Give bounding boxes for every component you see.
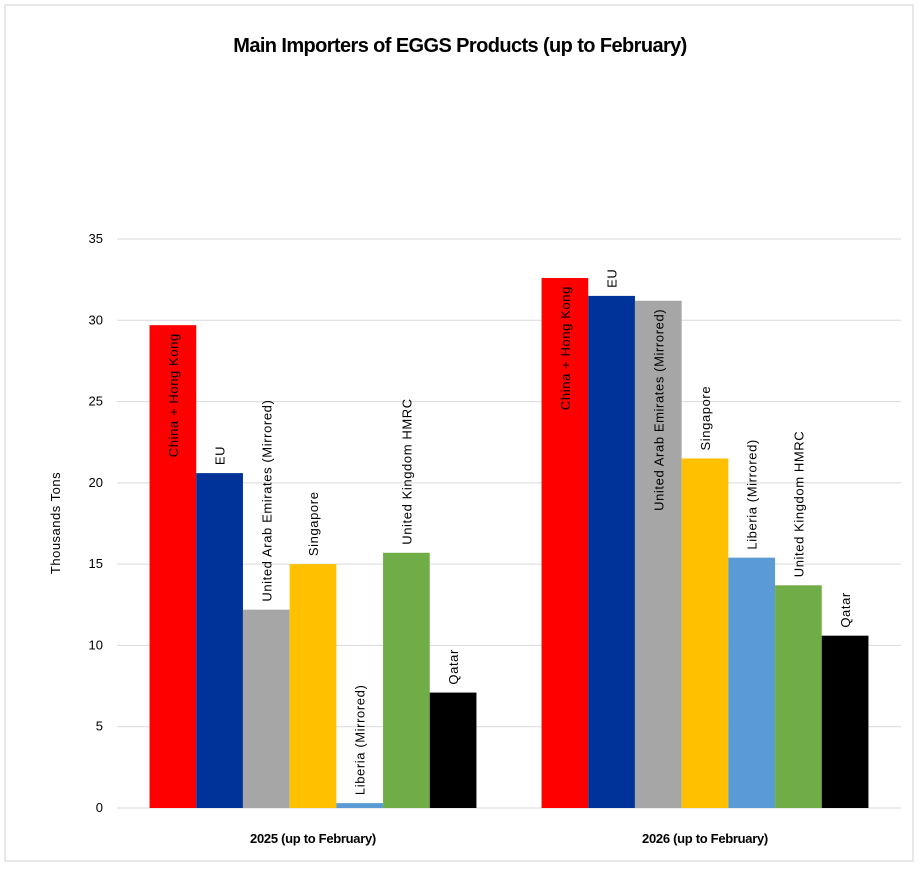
bar-label: Singapore bbox=[698, 386, 713, 451]
y-tick-label: 0 bbox=[96, 800, 103, 815]
bar bbox=[588, 295, 635, 808]
bar bbox=[634, 300, 682, 808]
bar bbox=[728, 557, 776, 808]
y-tick-label: 5 bbox=[96, 719, 103, 734]
chart-title: Main Importers of EGGS Products (up to F… bbox=[233, 35, 686, 57]
bar bbox=[242, 609, 290, 808]
bar-label: United Kingdom HMRC bbox=[399, 398, 414, 545]
bar bbox=[541, 278, 589, 808]
bar bbox=[821, 635, 869, 808]
y-tick-label: 30 bbox=[89, 312, 103, 327]
y-tick-label: 35 bbox=[89, 231, 103, 246]
bar bbox=[429, 692, 477, 808]
bar-label: Qatar bbox=[446, 649, 461, 685]
y-tick-label: 20 bbox=[89, 475, 103, 490]
bar-label: United Arab Emirates (Mirrored) bbox=[259, 400, 274, 602]
bar-label: EU bbox=[605, 269, 620, 288]
x-tick-label: 2025 (up to February) bbox=[250, 831, 376, 846]
bar bbox=[383, 552, 430, 808]
bar bbox=[681, 458, 729, 808]
bar bbox=[336, 803, 384, 808]
bar-label: United Kingdom HMRC bbox=[791, 431, 806, 578]
bar-label: Liberia (Mirrored) bbox=[745, 439, 760, 550]
bar bbox=[775, 585, 822, 808]
bar-label: United Arab Emirates (Mirrored) bbox=[651, 309, 666, 511]
bar-label: China + Hong Kong bbox=[166, 333, 181, 457]
bar bbox=[196, 473, 243, 808]
bar bbox=[289, 564, 337, 808]
bar bbox=[149, 325, 197, 808]
y-tick-label: 25 bbox=[89, 394, 103, 409]
y-tick-label: 15 bbox=[89, 556, 103, 571]
y-tick-label: 10 bbox=[89, 637, 103, 652]
bar-label: Qatar bbox=[838, 592, 853, 628]
x-tick-label: 2026 (up to February) bbox=[642, 831, 768, 846]
y-axis-label: Thousands Tons bbox=[48, 472, 63, 574]
bar-label: China + Hong Kong bbox=[558, 286, 573, 410]
bar-label: Liberia (Mirrored) bbox=[353, 685, 368, 796]
bar-label: EU bbox=[213, 446, 228, 465]
bar-label: Singapore bbox=[306, 491, 321, 556]
